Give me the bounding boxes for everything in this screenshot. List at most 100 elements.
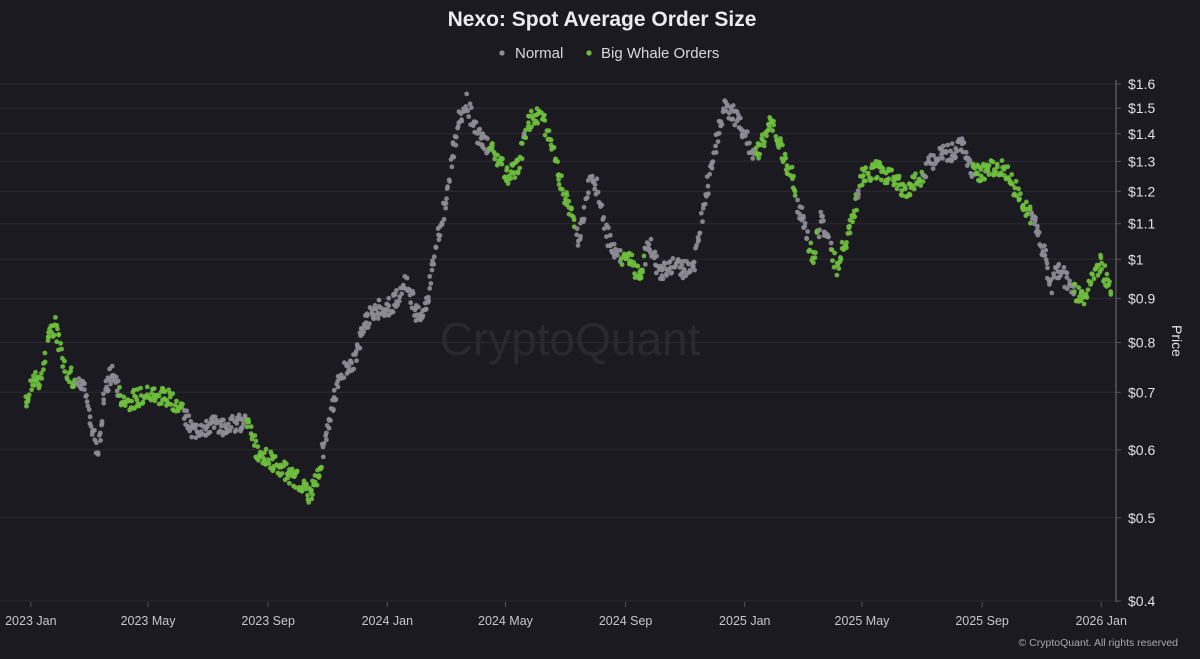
whale-order-point [1072, 289, 1077, 294]
normal-point [799, 205, 805, 211]
y-tick-label: $1.2 [1128, 183, 1155, 199]
whale-order-point [42, 359, 48, 365]
normal-point [966, 156, 972, 162]
y-axis-label: Price [1169, 325, 1185, 357]
whale-order-point [303, 486, 309, 492]
normal-point [349, 360, 354, 366]
normal-point [346, 364, 352, 370]
legend: Normal Big Whale Orders [499, 45, 719, 62]
normal-point [691, 259, 697, 265]
normal-point [188, 419, 194, 424]
normal-point [1058, 273, 1063, 278]
y-tick-label: $1.4 [1128, 126, 1155, 142]
whale-order-point [1028, 220, 1033, 226]
whale-order-point [789, 164, 795, 170]
normal-point [667, 259, 673, 265]
whale-order-point [306, 500, 312, 505]
normal-point [726, 110, 732, 116]
whale-order-point [830, 258, 835, 263]
whale-order-point [1085, 287, 1091, 293]
normal-point [682, 269, 687, 274]
whale-order-point [255, 444, 261, 449]
whale-order-point [839, 239, 845, 245]
whale-order-point [33, 369, 38, 375]
normal-point [690, 263, 696, 269]
normal-point [207, 429, 213, 435]
normal-point [386, 303, 392, 309]
whale-order-point [144, 384, 150, 390]
whale-order-point [894, 186, 900, 192]
whale-order-point [780, 142, 785, 148]
normal-point [105, 387, 111, 393]
whale-order-point [1081, 301, 1087, 307]
normal-point [341, 375, 347, 380]
normal-point [607, 232, 613, 238]
normal-point [818, 209, 824, 215]
whale-order-point [1107, 279, 1112, 285]
normal-point [372, 303, 378, 308]
normal-point [386, 295, 392, 301]
copyright-notice: © CryptoQuant. All rights reserved [1019, 637, 1179, 649]
normal-point [645, 246, 651, 251]
whale-order-point [529, 124, 534, 130]
whale-order-point [279, 471, 285, 476]
normal-point [718, 119, 724, 124]
normal-point [114, 388, 120, 394]
whale-order-point [640, 267, 645, 273]
whale-order-point [317, 465, 323, 471]
whale-order-point [811, 260, 816, 266]
normal-point [98, 438, 103, 443]
y-tick-label: $0.6 [1128, 442, 1155, 458]
whale-order-point [919, 169, 925, 175]
normal-point [743, 133, 748, 139]
whale-order-point [314, 482, 320, 488]
whale-order-point [46, 334, 52, 339]
whale-order-point [913, 171, 918, 177]
normal-point [617, 248, 623, 253]
normal-point [1043, 257, 1049, 263]
normal-point [330, 408, 336, 413]
whale-order-point [1025, 211, 1030, 217]
whale-order-point [847, 223, 852, 229]
whale-order-point [767, 125, 772, 130]
whale-order-point [1108, 292, 1114, 297]
normal-point [357, 345, 363, 351]
x-tick-label: 2026 Jan [1076, 614, 1127, 628]
normal-point [923, 174, 929, 180]
normal-point [702, 201, 708, 207]
whale-order-point [309, 496, 315, 502]
normal-point [467, 101, 473, 107]
whale-order-point [499, 161, 505, 167]
normal-point [197, 433, 202, 438]
whale-order-point [1084, 295, 1090, 300]
normal-point [575, 243, 581, 248]
normal-point [385, 307, 391, 313]
normal-point [326, 425, 332, 431]
legend-label-big-whale-orders: Big Whale Orders [601, 45, 719, 62]
legend-item-normal[interactable]: Normal [499, 45, 563, 62]
x-tick-label: 2025 Jan [719, 614, 770, 628]
legend-item-big-whale-orders[interactable]: Big Whale Orders [586, 45, 719, 62]
normal-point [441, 216, 447, 222]
whale-order-point [1093, 266, 1099, 271]
whale-order-point [508, 176, 514, 181]
whale-order-point [305, 492, 310, 498]
y-tick-label: $1.6 [1128, 76, 1155, 92]
whale-order-point [767, 115, 773, 120]
normal-point [698, 210, 704, 216]
whale-order-point [834, 272, 840, 278]
whale-order-point [551, 145, 557, 150]
whale-order-point [1104, 271, 1110, 277]
normal-point [324, 430, 329, 436]
normal-point [399, 291, 405, 297]
whale-order-point [1102, 263, 1108, 268]
whale-order-point [571, 217, 577, 223]
normal-point [463, 104, 469, 109]
normal-point [193, 435, 199, 441]
normal-point [482, 146, 487, 152]
whale-order-point [41, 367, 46, 373]
whale-order-point [39, 376, 45, 381]
whale-order-point [32, 382, 37, 388]
whale-order-point [854, 207, 859, 213]
